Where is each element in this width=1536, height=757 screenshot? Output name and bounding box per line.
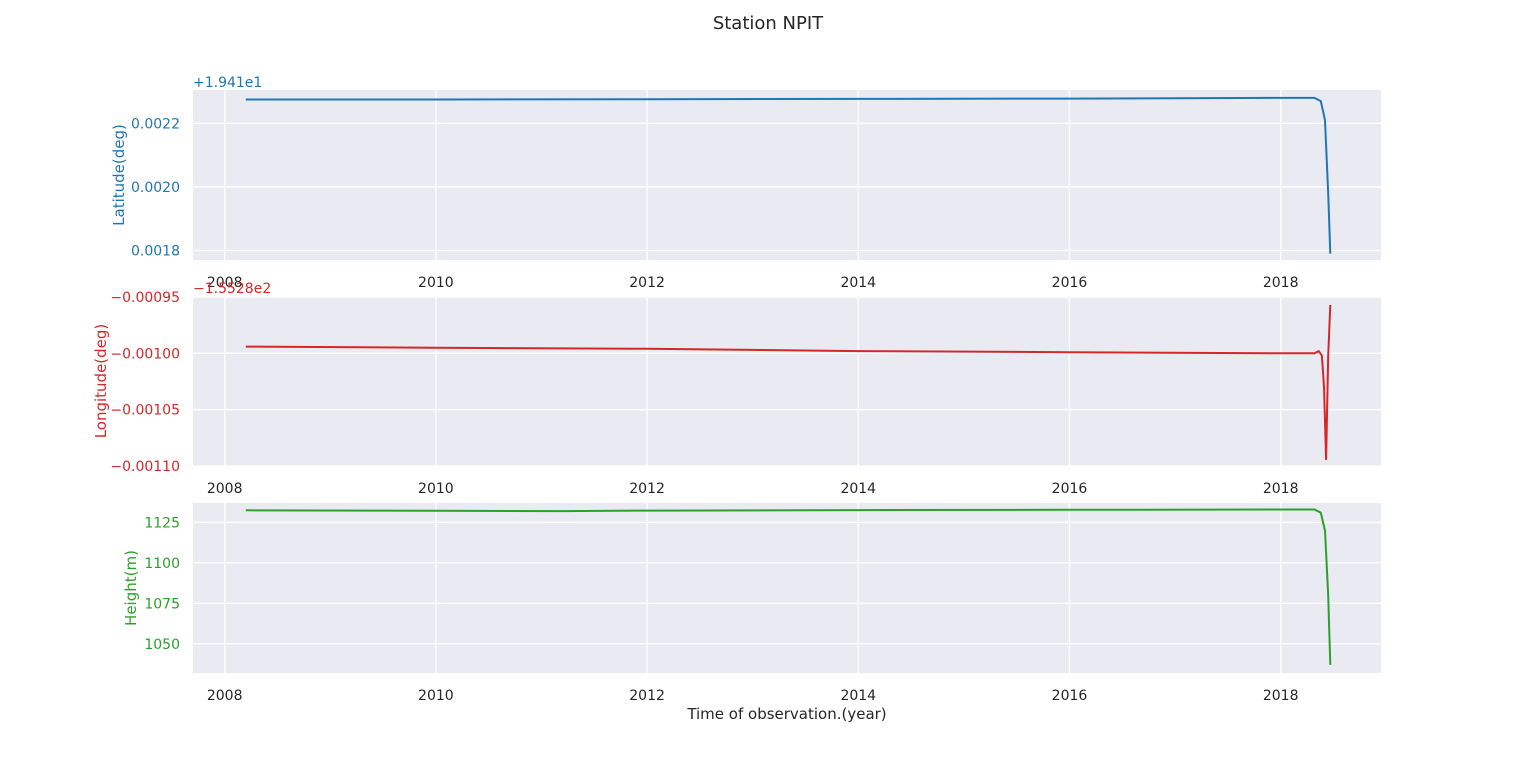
height-y-tick-label: 1100 bbox=[144, 556, 180, 572]
height-x-tick-label: 2010 bbox=[418, 688, 454, 704]
height-x-ticks: 2008 2010 2012 2014 2016 2018 bbox=[207, 688, 1299, 704]
height-x-tick-label: 2012 bbox=[629, 688, 665, 704]
latitude-y-tick-label: 0.0020 bbox=[131, 180, 180, 196]
longitude-offset-label: −1.5528e2 bbox=[193, 281, 271, 297]
height-x-tick-label: 2018 bbox=[1263, 688, 1299, 704]
figure-title: Station NPIT bbox=[713, 13, 824, 34]
latitude-y-ticks: 0.0018 0.0020 0.0022 bbox=[131, 116, 180, 259]
latitude-plot-area bbox=[193, 90, 1381, 260]
height-grid bbox=[193, 503, 1381, 673]
longitude-plot-area bbox=[193, 297, 1381, 466]
x-axis-label: Time of observation.(year) bbox=[686, 705, 886, 723]
latitude-x-tick-label: 2010 bbox=[418, 275, 454, 291]
longitude-x-tick-label: 2010 bbox=[418, 481, 454, 497]
height-y-axis-label: Height(m) bbox=[122, 550, 140, 626]
height-y-tick-label: 1125 bbox=[144, 515, 180, 531]
longitude-y-tick-label: −0.00110 bbox=[110, 459, 180, 475]
latitude-x-tick-label: 2012 bbox=[629, 275, 665, 291]
latitude-offset-label: +1.941e1 bbox=[193, 75, 262, 91]
height-y-tick-label: 1075 bbox=[144, 596, 180, 612]
longitude-y-tick-label: −0.00100 bbox=[110, 346, 180, 362]
longitude-subplot: 2008 2010 2012 2014 2016 2018 −0.00095 −0.0010… bbox=[92, 281, 1381, 497]
longitude-y-tick-label: −0.00095 bbox=[110, 290, 180, 306]
longitude-x-ticks: 2008 2010 2012 2014 2016 2018 bbox=[207, 481, 1299, 497]
height-x-tick-label: 2016 bbox=[1052, 688, 1088, 704]
latitude-series-line bbox=[245, 96, 1332, 254]
longitude-x-tick-label: 2008 bbox=[207, 481, 243, 497]
latitude-y-axis-label: Latitude(deg) bbox=[110, 124, 128, 226]
latitude-y-tick-label: 0.0022 bbox=[131, 116, 180, 132]
longitude-series-line bbox=[245, 304, 1332, 461]
latitude-x-tick-label: 2016 bbox=[1052, 275, 1088, 291]
latitude-x-ticks: 2008 2010 2012 2014 2016 2018 bbox=[207, 275, 1299, 291]
longitude-y-axis-label: Longitude(deg) bbox=[92, 324, 110, 439]
longitude-y-ticks: −0.00095 −0.00100 −0.00105 −0.00110 bbox=[110, 290, 180, 475]
longitude-y-tick-label: −0.00105 bbox=[110, 403, 180, 419]
latitude-x-tick-label: 2008 bbox=[207, 275, 243, 291]
height-x-tick-label: 2008 bbox=[207, 688, 243, 704]
height-plot-area bbox=[193, 503, 1381, 673]
longitude-x-tick-label: 2018 bbox=[1263, 481, 1299, 497]
longitude-grid bbox=[193, 296, 1381, 467]
height-subplot: 2008 2010 2012 2014 2016 2018 1050 1075 1100 112… bbox=[122, 503, 1381, 704]
longitude-x-tick-label: 2012 bbox=[629, 481, 665, 497]
height-y-tick-label: 1050 bbox=[144, 637, 180, 653]
latitude-subplot: 2008 2010 2012 2014 2016 2018 0.00180.00200.0… bbox=[110, 75, 1381, 291]
latitude-x-tick-label: 2018 bbox=[1263, 275, 1299, 291]
latitude-grid bbox=[193, 90, 1381, 260]
height-x-tick-label: 2014 bbox=[840, 688, 876, 704]
latitude-x-tick-label: 2014 bbox=[840, 275, 876, 291]
longitude-x-tick-label: 2016 bbox=[1052, 481, 1088, 497]
height-series-line bbox=[245, 508, 1332, 665]
height-y-ticks: 1050 1075 1100 1125 bbox=[144, 515, 180, 652]
longitude-x-tick-label: 2014 bbox=[840, 481, 876, 497]
latitude-y-tick-label: 0.0018 bbox=[131, 243, 180, 259]
